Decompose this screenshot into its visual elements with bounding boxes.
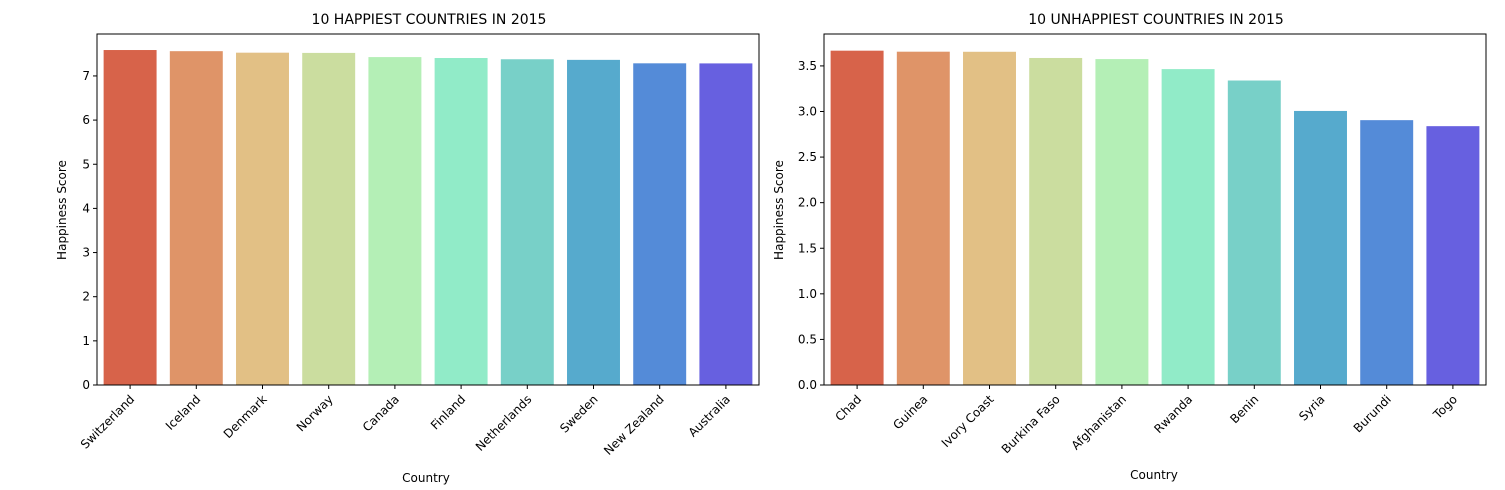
happiest-chart-bar-3 bbox=[236, 52, 289, 386]
unhappiest-chart-y-tick-label: 2.0 bbox=[798, 196, 817, 210]
happiest-chart-x-tick-label: Sweden bbox=[557, 392, 600, 435]
happiest-chart-bar-10 bbox=[699, 63, 753, 386]
happiest-chart-y-tick-label: 3 bbox=[82, 246, 90, 260]
unhappiest-chart-bar-6 bbox=[1161, 69, 1215, 385]
happiest-chart-panel: 10 HAPPIEST COUNTRIES IN 2015 Happiness … bbox=[55, 12, 760, 485]
happiest-chart-x-tick-label: Switzerland bbox=[78, 392, 137, 451]
unhappiest-chart-bar-9 bbox=[1360, 120, 1414, 386]
happiest-chart-bar-4 bbox=[302, 52, 356, 386]
happiest-chart-bar-7 bbox=[500, 59, 554, 385]
unhappiest-chart-y-tick-label: 1.5 bbox=[798, 241, 817, 255]
unhappiest-chart-y-tick-label: 2.5 bbox=[798, 150, 817, 164]
happiest-chart-x-tick-label: Denmark bbox=[221, 392, 270, 441]
unhappiest-chart-x-tick-label: Syria bbox=[1296, 392, 1327, 423]
happiest-chart-x-tick-label: Canada bbox=[360, 392, 402, 434]
happiest-chart-x-tick-label: Australia bbox=[686, 392, 733, 439]
happiest-chart-bar-5 bbox=[368, 57, 422, 386]
unhappiest-chart-x-tick-label: Ivory Coast bbox=[939, 392, 997, 450]
happiest-chart-bar-2 bbox=[169, 51, 223, 386]
happiest-chart-bars bbox=[103, 50, 753, 386]
unhappiest-chart-y-tick-label: 0.5 bbox=[798, 332, 817, 346]
unhappiest-chart-title: 10 UNHAPPIEST COUNTRIES IN 2015 bbox=[1028, 12, 1284, 28]
happiest-chart-y-tick-label: 5 bbox=[82, 157, 90, 171]
happiest-chart-y-tick-label: 4 bbox=[82, 201, 90, 215]
happiest-chart-y-ticks: 0 1 2 3 4 5 6 7 bbox=[82, 69, 97, 392]
unhappiest-chart-bar-2 bbox=[896, 51, 950, 385]
unhappiest-chart-bar-10 bbox=[1426, 126, 1480, 386]
happiest-chart-y-tick-label: 1 bbox=[82, 334, 90, 348]
unhappiest-chart-x-tick-label: Guinea bbox=[890, 392, 930, 432]
unhappiest-chart-y-ticks: 0.0 0.5 1.0 1.5 2.0 2.5 3.0 3.5 bbox=[798, 59, 824, 392]
unhappiest-chart-x-tick-label: Chad bbox=[832, 392, 864, 424]
happiest-chart-x-tick-label: Finland bbox=[428, 392, 468, 432]
happiest-chart-y-tick-label: 0 bbox=[82, 378, 90, 392]
happiest-chart-y-axis-label: Happiness Score bbox=[55, 160, 69, 260]
happiest-chart-x-tick-label: New Zealand bbox=[601, 392, 667, 458]
happiest-chart-bar-8 bbox=[567, 59, 620, 386]
happiest-chart-frame bbox=[96, 33, 760, 386]
unhappiest-chart-x-tick-label: Burkina Faso bbox=[999, 392, 1063, 456]
happiest-chart-x-ticks: Switzerland Iceland Denmark Norway Canada Fin… bbox=[78, 385, 733, 458]
unhappiest-chart-y-tick-label: 3.5 bbox=[798, 59, 817, 73]
unhappiest-chart-y-tick-label: 1.0 bbox=[798, 287, 817, 301]
unhappiest-chart-bar-5 bbox=[1095, 59, 1149, 385]
unhappiest-chart-y-axis-label: Happiness Score bbox=[772, 160, 786, 260]
happiest-chart-x-tick-label: Iceland bbox=[163, 392, 204, 433]
happiest-chart-x-tick-label: Netherlands bbox=[473, 392, 535, 454]
unhappiest-chart-x-tick-label: Rwanda bbox=[1151, 392, 1195, 436]
happiest-chart-title: 10 HAPPIEST COUNTRIES IN 2015 bbox=[312, 12, 547, 28]
happiest-chart-y-tick-label: 7 bbox=[82, 69, 90, 83]
happiest-chart-y-tick-label: 2 bbox=[82, 290, 90, 304]
unhappiest-chart-x-tick-label: Burundi bbox=[1351, 392, 1394, 435]
happiest-chart-x-axis-label: Country bbox=[402, 471, 450, 485]
unhappiest-chart-y-tick-label: 3.0 bbox=[798, 104, 817, 118]
unhappiest-chart-panel: 10 UNHAPPIEST COUNTRIES IN 2015 Happines… bbox=[772, 12, 1487, 482]
unhappiest-chart-x-ticks: Chad Guinea Ivory Coast Burkina Faso Afghani… bbox=[832, 385, 1460, 456]
unhappiest-chart-y-tick-label: 0.0 bbox=[798, 378, 817, 392]
unhappiest-chart-bar-4 bbox=[1029, 57, 1083, 385]
unhappiest-chart-bar-7 bbox=[1227, 80, 1281, 385]
unhappiest-chart-x-tick-label: Togo bbox=[1430, 392, 1460, 422]
unhappiest-chart-bar-1 bbox=[830, 50, 884, 386]
happiest-chart-bar-9 bbox=[633, 63, 687, 385]
happiest-chart-y-tick-label: 6 bbox=[82, 113, 90, 127]
happiest-chart-x-tick-label: Norway bbox=[294, 392, 336, 434]
unhappiest-chart-bar-8 bbox=[1294, 110, 1347, 385]
unhappiest-chart-bars bbox=[830, 50, 1480, 386]
unhappiest-chart-frame bbox=[823, 33, 1487, 386]
unhappiest-chart-bar-3 bbox=[963, 51, 1016, 385]
unhappiest-chart-x-tick-label: Benin bbox=[1227, 392, 1261, 426]
happiest-chart-bar-6 bbox=[434, 58, 488, 386]
happiest-chart-bar-1 bbox=[103, 50, 157, 385]
unhappiest-chart-x-axis-label: Country bbox=[1130, 468, 1178, 482]
unhappiest-chart-x-tick-label: Afghanistan bbox=[1069, 392, 1129, 452]
